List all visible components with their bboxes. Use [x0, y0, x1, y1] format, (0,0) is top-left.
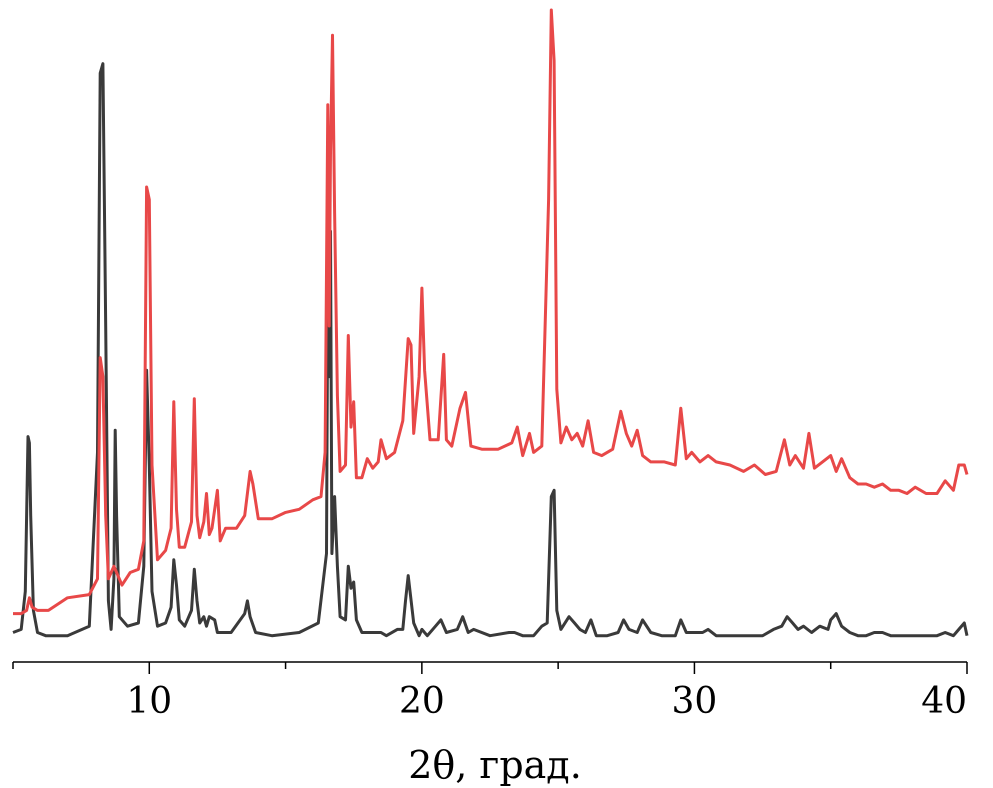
x-tick-label: 30 [672, 681, 718, 722]
x-axis: 10 20 30 40 [12, 661, 968, 722]
x-tick-label: 40 [921, 681, 967, 722]
x-tick-label: 20 [399, 681, 445, 722]
series-line-2 [13, 8, 969, 616]
series-layer [12, 8, 969, 638]
x-axis-title: 2θ, град. [408, 743, 582, 787]
x-tick-label: 10 [126, 681, 172, 722]
series-line-1 [12, 62, 969, 638]
